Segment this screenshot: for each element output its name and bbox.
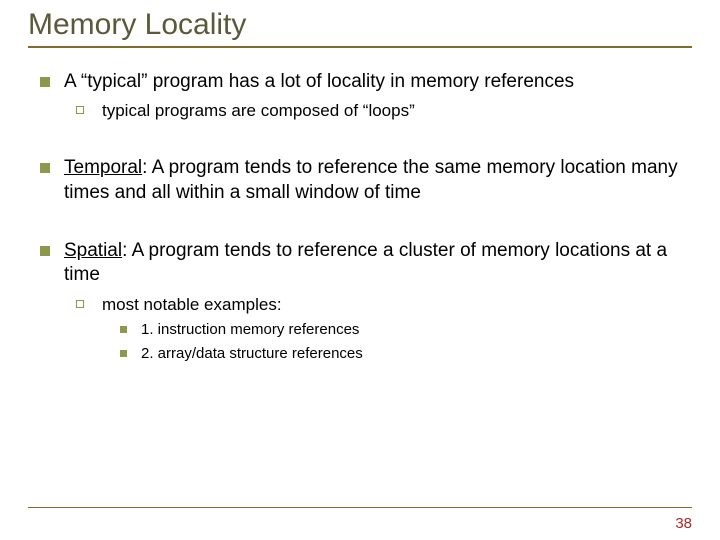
square-bullet-icon [120, 350, 127, 357]
underlined-term: Temporal [64, 157, 142, 178]
bullet-text-rest: : A program tends to reference the same … [64, 157, 678, 202]
bullet-text: A “typical” program has a lot of localit… [64, 70, 692, 94]
sub-sub-bullet-text: 2. array/data structure references [141, 344, 692, 364]
sub-sub-bullet-item: 1. instruction memory references [120, 320, 692, 340]
hollow-square-bullet-icon [76, 300, 84, 308]
square-bullet-icon [120, 326, 127, 333]
sub-bullet-item: most notable examples: [76, 294, 692, 316]
slide-title: Memory Locality [28, 8, 692, 42]
square-bullet-icon [40, 246, 50, 256]
sub-sub-bullet-item: 2. array/data structure references [120, 344, 692, 364]
bullet-text-rest: : A program tends to reference a cluster… [64, 240, 667, 285]
bullet-text: Spatial: A program tends to reference a … [64, 239, 692, 288]
square-bullet-icon [40, 77, 50, 87]
hollow-square-bullet-icon [76, 106, 84, 114]
bullet-item: Temporal: A program tends to reference t… [40, 156, 692, 205]
footer-rule [28, 507, 692, 508]
slide-content: A “typical” program has a lot of localit… [28, 70, 692, 364]
underlined-term: Spatial [64, 240, 122, 261]
bullet-item: A “typical” program has a lot of localit… [40, 70, 692, 94]
bullet-item: Spatial: A program tends to reference a … [40, 239, 692, 288]
page-number: 38 [675, 515, 692, 532]
square-bullet-icon [40, 163, 50, 173]
sub-bullet-text: most notable examples: [102, 294, 692, 316]
slide-container: Memory Locality A “typical” program has … [0, 0, 720, 540]
sub-bullet-item: typical programs are composed of “loops” [76, 100, 692, 122]
title-underline [28, 46, 692, 48]
sub-bullet-text: typical programs are composed of “loops” [102, 100, 692, 122]
bullet-text: Temporal: A program tends to reference t… [64, 156, 692, 205]
sub-sub-bullet-text: 1. instruction memory references [141, 320, 692, 340]
